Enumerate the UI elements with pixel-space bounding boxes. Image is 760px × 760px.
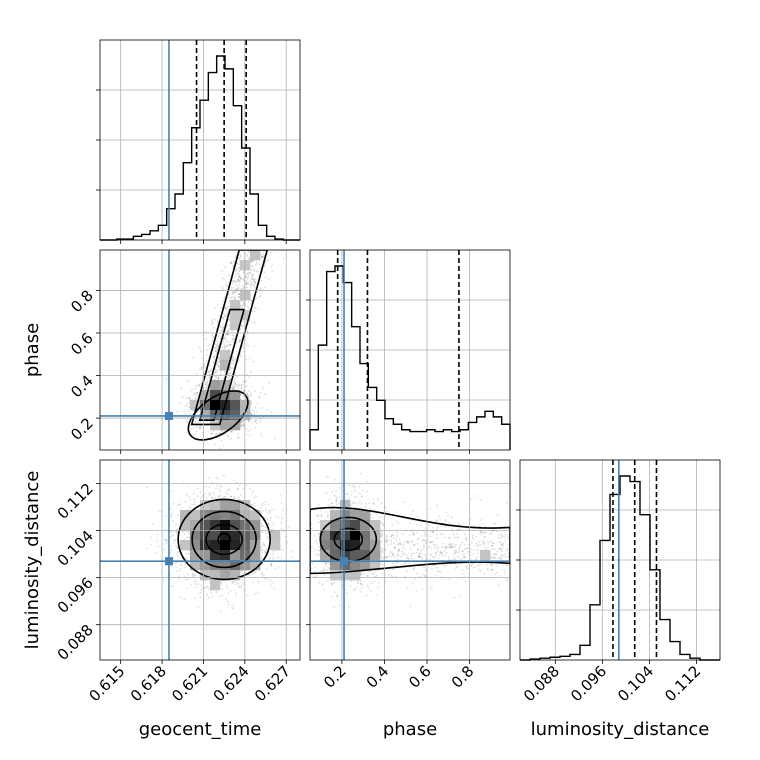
grid-lines <box>100 40 300 240</box>
x-tick-label: 0.627 <box>251 662 294 705</box>
panel-luminosity_distance-vs-phase: 0.2 0.4 0.6 0.8 <box>306 459 511 692</box>
x-tick-label: 0.096 <box>567 662 610 705</box>
y-tick-label: 0.112 <box>54 480 97 523</box>
axes-frame <box>99 459 301 661</box>
y-tick-label: 0.088 <box>54 621 97 664</box>
axes-frame <box>309 249 511 451</box>
y-tick-label: 0.104 <box>54 527 97 570</box>
truth-marker <box>340 557 349 566</box>
axes-frame <box>519 459 721 661</box>
panel-phase-vs-geocent_time: 0.2 0.4 0.6 0.8 <box>67 249 301 454</box>
y-tick-label: 0.8 <box>67 287 97 317</box>
y-tick-label: 0.096 <box>54 574 97 617</box>
truth-marker <box>164 557 173 566</box>
x-tick-label: 0.8 <box>448 662 478 692</box>
axes-frame <box>99 249 301 451</box>
x-axis-label: phase <box>383 719 437 740</box>
x-tick-label: 0.4 <box>363 662 393 692</box>
truth-marker <box>164 411 173 420</box>
x-tick-label: 0.104 <box>614 662 657 705</box>
x-tick-label: 0.621 <box>168 662 211 705</box>
x-tick-label: 0.624 <box>210 662 253 705</box>
grid-lines <box>100 460 300 660</box>
x-axis-label: luminosity_distance <box>531 719 710 740</box>
y-tick-label: 0.2 <box>67 414 97 444</box>
grid-lines <box>310 250 510 450</box>
y-tick-label: 0.4 <box>67 372 97 402</box>
y-axis-label: phase <box>22 323 43 377</box>
x-tick-label: 0.6 <box>405 662 435 692</box>
x-tick-label: 0.088 <box>520 662 563 705</box>
histogram-luminosity_distance <box>520 475 720 661</box>
x-tick-label: 0.615 <box>85 662 128 705</box>
axes-frame <box>309 459 511 661</box>
y-tick-label: 0.6 <box>67 329 97 359</box>
hist-panel-geocent_time <box>96 39 301 244</box>
x-tick-label: 0.112 <box>661 662 704 705</box>
axes-frame <box>99 39 301 241</box>
x-tick-label: 0.2 <box>320 662 350 692</box>
hist-panel-phase <box>306 249 511 454</box>
x-tick-label: 0.618 <box>127 662 170 705</box>
histogram-phase <box>309 265 511 450</box>
x-axis-label: geocent_time <box>139 719 262 740</box>
hist-panel-luminosity_distance: 0.088 0.096 0.104 0.112 <box>516 459 721 705</box>
histogram-geocent_time <box>100 55 300 241</box>
y-axis-label: luminosity_distance <box>22 471 43 650</box>
